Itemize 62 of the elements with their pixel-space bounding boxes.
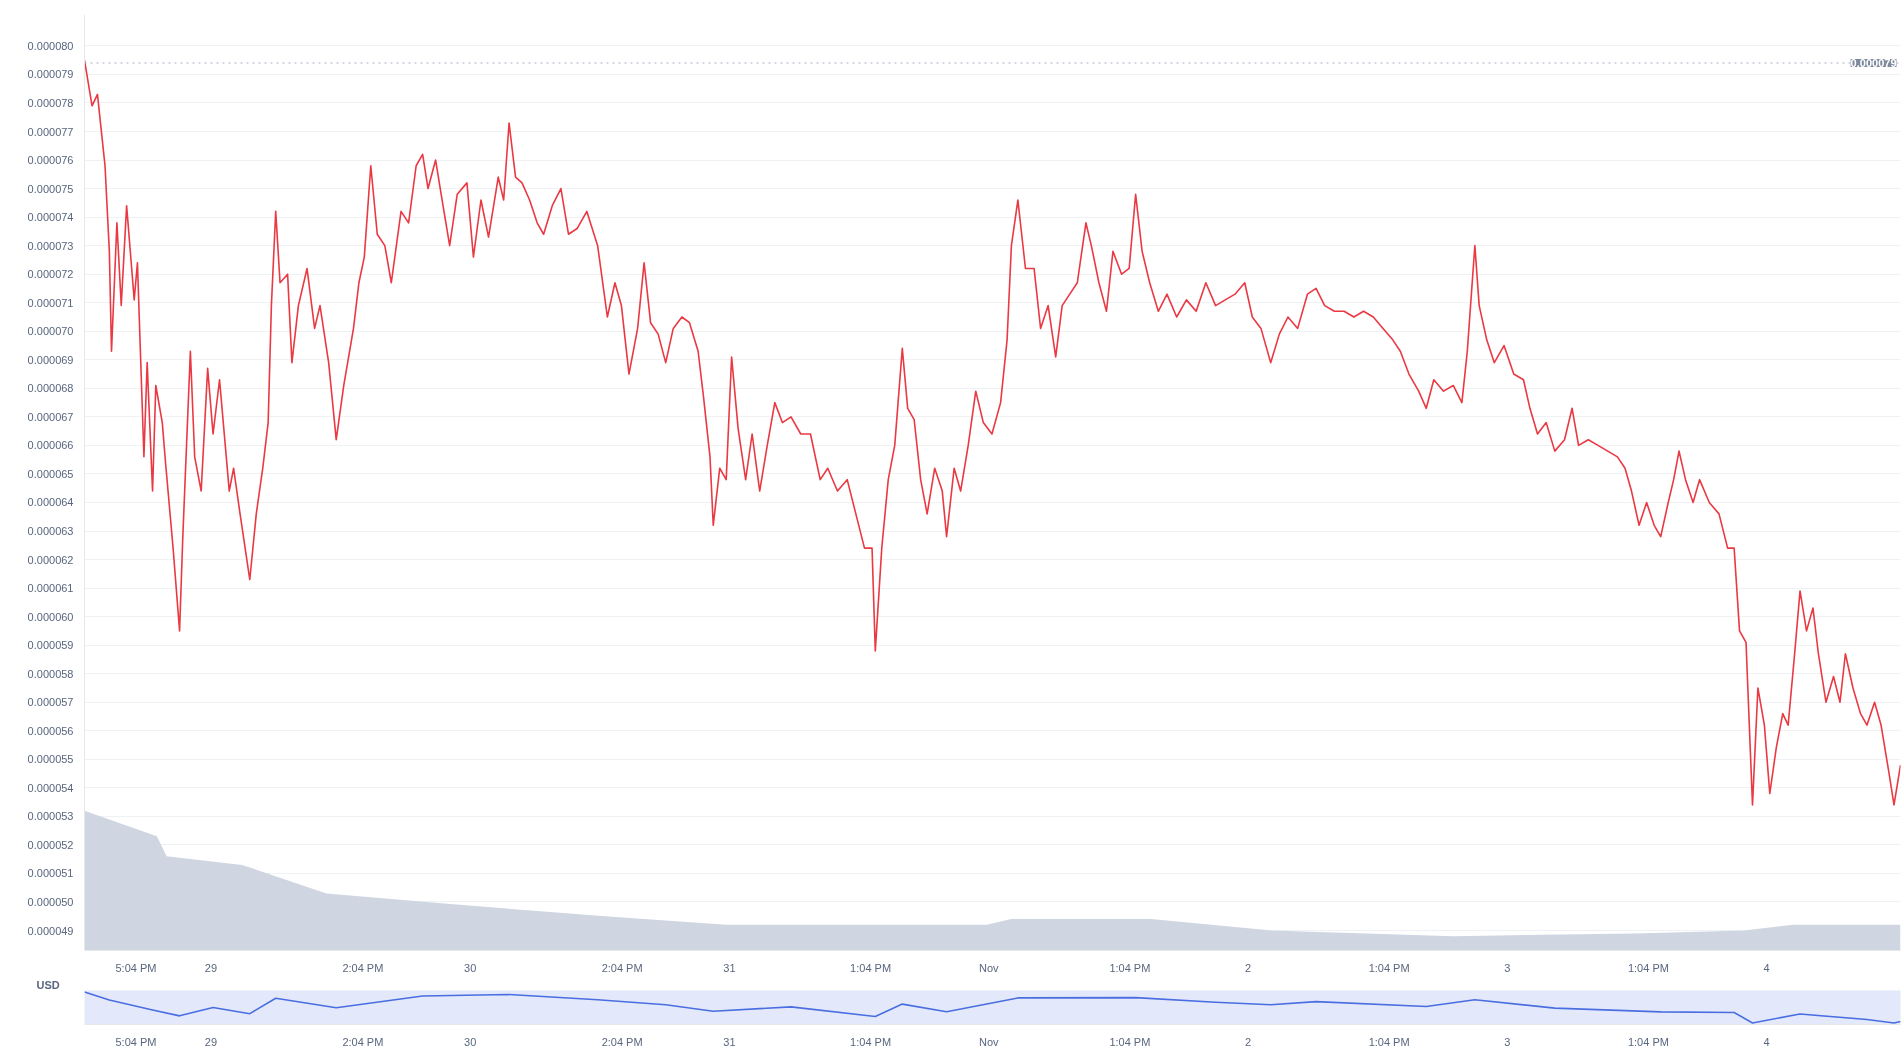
x-tick-label: 1:04 PM — [850, 1035, 892, 1048]
y-tick-label: 0.000053 — [27, 810, 74, 823]
y-tick-label: 0.000072 — [27, 268, 74, 281]
y-tick-label: 0.000075 — [27, 182, 74, 195]
x-tick-label: 5:04 PM — [115, 961, 157, 974]
x-tick-label: Nov — [978, 1035, 999, 1048]
x-tick-label: 1:04 PM — [1627, 961, 1669, 974]
x-tick-label: 1:04 PM — [1109, 1035, 1151, 1048]
x-tick-label: 2:04 PM — [601, 961, 643, 974]
y-tick-label: 0.000062 — [27, 553, 74, 566]
x-tick-label: 1:04 PM — [1368, 961, 1410, 974]
y-tick-label: 0.000058 — [27, 667, 74, 680]
x-tick-label: 2:04 PM — [342, 961, 384, 974]
y-tick-label: 0.000077 — [27, 125, 74, 138]
y-tick-label: 0.000071 — [27, 296, 74, 309]
y-tick-label: 0.000073 — [27, 239, 74, 252]
y-tick-label: 0.000067 — [27, 410, 74, 423]
x-tick-label: 5:04 PM — [115, 1035, 157, 1048]
y-tick-label: 0.000080 — [27, 39, 74, 52]
text: USD — [36, 978, 60, 991]
ref-line-label: 0.000079 — [1850, 57, 1897, 70]
y-tick-label: 0.000068 — [27, 382, 74, 395]
x-tick-label: 2 — [1244, 961, 1252, 974]
y-tick-label: 0.000065 — [27, 467, 74, 480]
x-tick-label: 1:04 PM — [1627, 1035, 1669, 1048]
y-tick-label: 0.000051 — [27, 867, 74, 880]
x-tick-label: 29 — [204, 961, 218, 974]
y-tick-label: 0.000057 — [27, 696, 74, 709]
y-tick-label: 0.000066 — [27, 439, 74, 452]
y-tick-label: 0.000052 — [27, 838, 74, 851]
x-tick-label: 3 — [1504, 1035, 1511, 1048]
y-tick-label: 0.000079 — [27, 68, 74, 81]
x-tick-label: 1:04 PM — [1109, 961, 1151, 974]
x-tick-label: 29 — [204, 1035, 218, 1048]
y-tick-label: 0.000061 — [27, 582, 74, 595]
x-tick-label: 1:04 PM — [850, 961, 892, 974]
x-tick-label: 2 — [1244, 1035, 1252, 1048]
y-tick-label: 0.000056 — [27, 724, 74, 737]
y-tick-label: 0.000054 — [27, 781, 74, 794]
x-tick-label: 3 — [1504, 961, 1511, 974]
y-tick-label: 0.000060 — [27, 610, 74, 623]
x-tick-label: 2:04 PM — [601, 1035, 643, 1048]
y-tick-label: 0.000050 — [27, 895, 74, 908]
x-tick-label: 2:04 PM — [342, 1035, 384, 1048]
y-tick-label: 0.000049 — [27, 924, 74, 937]
x-tick-label: 4 — [1763, 1035, 1770, 1048]
x-tick-label: 31 — [723, 961, 736, 974]
y-tick-label: 0.000059 — [27, 639, 74, 652]
y-tick-label: 0.000078 — [27, 96, 74, 109]
x-tick-label: 30 — [464, 1035, 477, 1048]
y-tick-label: 0.000070 — [27, 325, 74, 338]
x-tick-label: 1:04 PM — [1368, 1035, 1410, 1048]
x-tick-label: 31 — [723, 1035, 736, 1048]
y-tick-label: 0.000063 — [27, 525, 74, 538]
x-tick-label: 4 — [1763, 961, 1770, 974]
x-tick-label: 30 — [464, 961, 477, 974]
y-tick-label: 0.000076 — [27, 154, 74, 167]
y-tick-label: 0.000074 — [27, 211, 74, 224]
y-tick-label: 0.000055 — [27, 753, 74, 766]
y-tick-label: 0.000064 — [27, 496, 74, 509]
x-tick-label: Nov — [978, 961, 999, 974]
y-tick-label: 0.000069 — [27, 353, 74, 366]
